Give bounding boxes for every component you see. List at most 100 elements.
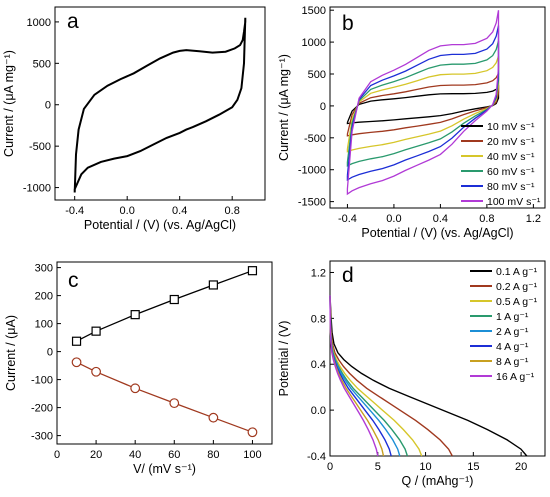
y-tick-label: 0.8 bbox=[311, 313, 326, 325]
y-tick-label: 1000 bbox=[302, 37, 326, 49]
data-point-circle bbox=[91, 366, 101, 377]
plot-frame bbox=[56, 261, 273, 445]
x-tick-label: 5 bbox=[375, 461, 381, 473]
legend-label: 100 mV s⁻¹ bbox=[487, 196, 541, 208]
x-tick-label: 0 bbox=[327, 461, 333, 473]
y-tick-label: 0 bbox=[320, 101, 326, 113]
x-tick-label: 0 bbox=[54, 449, 60, 461]
panel-letter: d bbox=[342, 264, 354, 287]
legend-label: 0.1 A g⁻¹ bbox=[496, 266, 538, 278]
x-tick-label: -0.4 bbox=[338, 213, 357, 225]
x-tick-label: -0.4 bbox=[65, 205, 84, 217]
y-tick-label: -100 bbox=[31, 375, 53, 387]
legend-label: 4 A g⁻¹ bbox=[496, 341, 529, 353]
y-tick-label: -500 bbox=[29, 141, 51, 153]
legend-label: 20 mV s⁻¹ bbox=[487, 136, 535, 148]
panel-b: -0.4 0.0 0.4 0.8 1.2 -1500 -1000 -500 0 500 1000 15… bbox=[277, 5, 546, 240]
cv-curve bbox=[346, 55, 500, 153]
y-tick-label: 0.0 bbox=[311, 405, 326, 417]
y-tick-label: 500 bbox=[308, 69, 326, 81]
y-tick-label: -300 bbox=[31, 431, 53, 443]
discharge-curve bbox=[329, 295, 528, 457]
y-tick-label: -200 bbox=[31, 403, 53, 415]
x-tick-label: 0.8 bbox=[225, 205, 240, 217]
x-axis-label: V/ (mV s⁻¹) bbox=[133, 462, 196, 476]
y-tick-label: -0.4 bbox=[307, 451, 326, 463]
legend-label: 80 mV s⁻¹ bbox=[487, 181, 535, 193]
y-tick-label: 100 bbox=[35, 319, 53, 331]
cv-curve bbox=[346, 85, 500, 125]
y-tick-label: 1500 bbox=[302, 5, 326, 17]
legend-label: 16 A g⁻¹ bbox=[496, 371, 535, 383]
panel-a: -0.4 0.0 0.4 0.8 -1000 -500 0 500 1000 Potential … bbox=[2, 6, 266, 232]
x-axis-label: Potential / (V) (vs. Ag/AgCl) bbox=[84, 218, 236, 232]
legend-label: 8 A g⁻¹ bbox=[496, 356, 529, 368]
legend-label: 0.5 A g⁻¹ bbox=[496, 296, 538, 308]
data-point-square bbox=[91, 326, 101, 336]
y-axis-label: Current / (μA) bbox=[4, 315, 18, 391]
panel-letter: c bbox=[68, 269, 79, 292]
data-point-square bbox=[130, 310, 140, 320]
x-axis-label: Q / (mAhg⁻¹) bbox=[402, 474, 474, 488]
y-tick-label: -500 bbox=[304, 133, 326, 145]
x-axis-label: Potential / (V) (vs. Ag/AgCl) bbox=[361, 226, 513, 240]
x-tick-label: 60 bbox=[168, 449, 180, 461]
discharge-curve bbox=[329, 295, 379, 457]
x-tick-label: 0.0 bbox=[120, 205, 135, 217]
x-tick-label: 0.4 bbox=[172, 205, 187, 217]
discharge-curve bbox=[329, 295, 453, 457]
legend-label: 10 mV s⁻¹ bbox=[487, 121, 535, 133]
y-tick-label: 500 bbox=[33, 58, 51, 70]
legend-label: 40 mV s⁻¹ bbox=[487, 151, 535, 163]
panel-c: 0 20 40 60 80 100 -300 -200 -100 0 100 200 300 V/ (mV… bbox=[4, 261, 273, 476]
legend-label: 2 A g⁻¹ bbox=[496, 326, 529, 338]
data-point-square bbox=[208, 280, 218, 290]
x-tick-label: 20 bbox=[515, 461, 527, 473]
data-point-square bbox=[247, 266, 258, 276]
y-tick-label: -1000 bbox=[298, 165, 326, 177]
data-point-square bbox=[169, 294, 179, 305]
y-tick-label: 300 bbox=[35, 263, 53, 275]
x-tick-label: 1.2 bbox=[526, 213, 541, 225]
x-tick-label: 100 bbox=[243, 449, 261, 461]
data-point-circle bbox=[130, 383, 141, 394]
x-tick-label: 15 bbox=[467, 461, 479, 473]
data-point-circle bbox=[208, 412, 219, 423]
y-axis-label: Current / (μA mg⁻¹) bbox=[277, 54, 291, 161]
legend-label: 60 mV s⁻¹ bbox=[487, 166, 535, 178]
y-axis-label: Current / (μA mg⁻¹) bbox=[2, 50, 16, 157]
data-line bbox=[76, 270, 253, 342]
panel-d: 0 5 10 15 20 -0.4 0.0 0.4 0.8 1.2 Q / (mAhg⁻¹) Pote… bbox=[277, 260, 546, 488]
y-tick-label: -1500 bbox=[298, 197, 326, 209]
cv-curve bbox=[346, 10, 500, 196]
y-tick-label: 200 bbox=[35, 291, 53, 303]
panel-letter: a bbox=[67, 10, 79, 33]
plot-frame bbox=[54, 6, 266, 201]
x-tick-label: 0.0 bbox=[386, 213, 401, 225]
y-tick-label: 1000 bbox=[27, 17, 51, 29]
y-tick-label: 0 bbox=[45, 100, 51, 112]
data-point-circle bbox=[71, 357, 82, 368]
x-tick-label: 40 bbox=[129, 449, 141, 461]
y-tick-label: 0.4 bbox=[311, 359, 326, 371]
plot-frame bbox=[329, 260, 546, 457]
x-tick-label: 0.4 bbox=[433, 213, 448, 225]
x-tick-label: 0.8 bbox=[479, 213, 494, 225]
cv-curve bbox=[346, 73, 500, 137]
data-line bbox=[76, 361, 253, 433]
data-point-square bbox=[71, 336, 82, 346]
data-point-circle bbox=[169, 398, 180, 409]
plot-frame bbox=[329, 6, 546, 209]
legend-label: 1 A g⁻¹ bbox=[496, 311, 529, 323]
y-tick-label: 0 bbox=[47, 347, 53, 359]
cv-curve bbox=[73, 17, 247, 193]
legend-label: 0.2 A g⁻¹ bbox=[496, 281, 538, 293]
y-axis-label: Potential / (V) bbox=[277, 321, 291, 397]
x-tick-label: 10 bbox=[419, 461, 431, 473]
y-tick-label: -1000 bbox=[23, 183, 51, 195]
panel-letter: b bbox=[342, 12, 354, 35]
x-tick-label: 80 bbox=[207, 449, 219, 461]
y-tick-label: 1.2 bbox=[311, 267, 326, 279]
data-point-circle bbox=[247, 427, 258, 438]
